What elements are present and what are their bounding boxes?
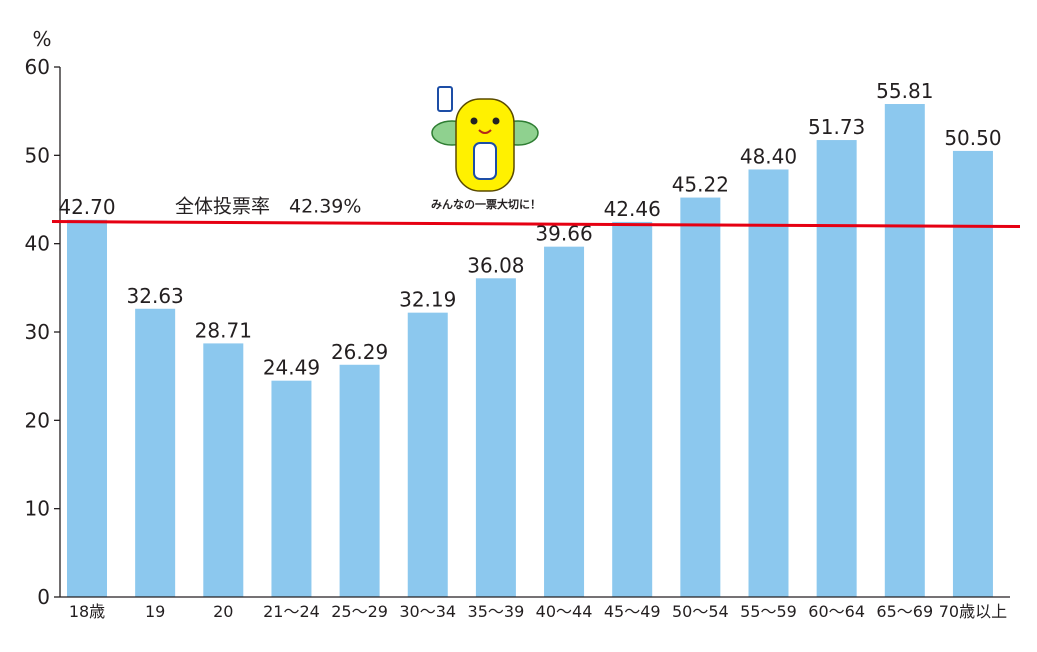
y-tick-label: 30 (25, 320, 50, 344)
bar (884, 104, 925, 598)
bar (544, 246, 585, 598)
x-tick-label: 60～64 (808, 602, 865, 621)
bar (748, 169, 789, 597)
bar (952, 150, 993, 597)
data-label: 28.71 (195, 318, 252, 342)
y-axis-unit-label: % (32, 27, 51, 51)
bar (135, 308, 176, 597)
bar (271, 380, 312, 597)
x-tick-label: 55～59 (740, 602, 797, 621)
data-label: 26.29 (331, 340, 388, 364)
bar (339, 364, 380, 597)
axes-group (54, 66, 1010, 598)
reference-line-label: 全体投票率 42.39% (175, 196, 361, 218)
bar (407, 312, 448, 597)
y-tick-label: 40 (25, 232, 50, 256)
bar (612, 221, 653, 598)
bar (680, 197, 721, 597)
data-label: 45.22 (672, 173, 729, 197)
data-label: 42.46 (604, 197, 661, 221)
x-tick-label: 25～29 (331, 602, 388, 621)
mascot-illustration: みんなの一票大切に！ (431, 86, 541, 211)
x-tick-label: 50～54 (672, 602, 729, 621)
x-tick-label: 21～24 (263, 602, 320, 621)
x-tick-label: 18歳 (69, 602, 105, 621)
x-tick-label: 65～69 (876, 602, 933, 621)
x-tick-label: 35～39 (468, 602, 525, 621)
data-label: 55.81 (876, 79, 933, 103)
bar (816, 140, 857, 597)
mascot-caption: みんなの一票大切に！ (431, 197, 541, 211)
mascot-mouth (478, 129, 492, 134)
y-tick-label: 0 (37, 585, 50, 609)
y-tick-label: 10 (25, 497, 50, 521)
reference-line (51, 220, 1021, 229)
bar (67, 219, 107, 598)
x-tick-label: 70歳以上 (939, 602, 1007, 621)
data-label: 50.50 (944, 126, 1001, 150)
x-tick-label: 45～49 (604, 602, 661, 621)
bar (203, 343, 244, 597)
labels-group: 42.70 18歳 32.63 19 28.71 20 24.49 21～24 26.29 25～… (25, 55, 1021, 621)
y-tick-label: 50 (25, 143, 50, 167)
mascot-eye-right (492, 117, 500, 125)
bar (475, 278, 516, 597)
data-label: 36.08 (467, 253, 524, 277)
data-label: 51.73 (808, 115, 865, 139)
data-label: 24.49 (263, 356, 320, 380)
x-tick-label: 20 (213, 602, 233, 621)
data-label: 42.70 (58, 195, 115, 219)
x-tick-label: 40～44 (536, 602, 593, 621)
x-tick-label: 19 (145, 602, 165, 621)
mascot-sash (473, 142, 497, 180)
data-label: 48.40 (740, 144, 797, 168)
x-tick-label: 30～34 (399, 602, 456, 621)
y-tick-label: 60 (25, 55, 50, 79)
data-label: 32.63 (127, 284, 184, 308)
data-label: 32.19 (399, 288, 456, 312)
mascot-eye-left (470, 117, 478, 125)
mascot-ballot-card (437, 86, 453, 112)
y-tick-label: 20 (25, 408, 50, 432)
bars-group (67, 104, 993, 598)
